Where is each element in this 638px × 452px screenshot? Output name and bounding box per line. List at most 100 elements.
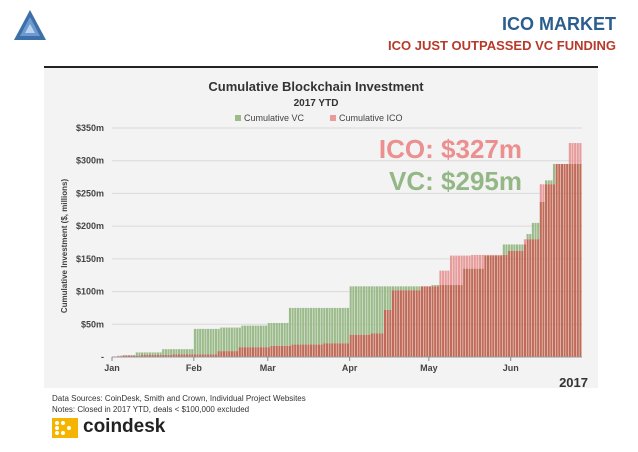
series-top-bar [125,355,128,356]
series-top-bar [201,328,204,355]
series-top-bar [405,286,408,291]
overlap-bar [148,355,152,357]
overlap-bar [156,355,159,357]
overlap-bar [325,343,328,357]
series-top-bar [368,286,371,335]
overlap-bar [222,351,226,357]
overlap-bar [275,345,278,357]
series-top-bar [151,352,154,356]
overlap-bar [381,333,384,357]
y-tick-label: $250m [76,188,104,198]
overlap-bar [571,163,574,357]
overlap-bar [241,347,244,357]
overlap-bar [312,344,315,357]
overlap-bar [368,334,371,357]
x-tick-label: Mar [260,363,277,373]
series-top-bar [246,325,249,348]
x-tick-label: Feb [186,363,203,373]
series-top-bar [175,349,178,355]
overlap-bar [431,286,434,357]
overlap-bar [515,251,519,357]
overlap-bar [489,255,492,357]
series-top-bar [325,307,328,344]
series-top-bar [146,352,149,356]
x-tick-label: Apr [342,363,358,373]
series-top-bar [162,349,165,356]
year-label: 2017 [559,375,588,390]
series-top-bar [397,286,400,291]
overlap-bar [307,344,310,357]
series-top-bar [473,254,476,269]
series-top-bar [133,355,136,356]
overlap-bar [463,268,466,357]
overlap-bar [159,355,162,357]
series-top-bar [188,349,191,355]
overlap-bar [302,344,305,357]
overlap-bar [183,354,186,357]
series-top-bar [531,222,534,240]
overlap-bar [251,347,255,357]
overlap-bar [286,345,289,357]
series-top-bar [183,349,186,355]
overlap-bar [151,355,154,357]
legend-vc-swatch [235,115,241,121]
series-top-bar [576,143,579,164]
overlap-bar [175,354,178,357]
overlap-bar [178,354,181,357]
series-top-bar [217,328,220,352]
overlap-bar [534,239,537,357]
series-top-bar [291,307,294,345]
chart-subtitle: 2017 YTD [294,98,339,109]
series-top-bar [323,307,326,344]
series-top-bar [463,255,466,269]
overlap-bar [296,344,299,357]
series-top-bar [357,286,360,335]
series-top-bar [228,327,231,352]
page-subtitle: ICO JUST OUTPASSED VC FUNDING [387,38,616,53]
overlap-bar [465,268,468,357]
series-top-bar [370,286,373,334]
series-top-bar [339,307,342,344]
series-top-bar [236,327,239,352]
series-top-bar [212,328,215,355]
series-top-bar [288,307,292,346]
series-top-bar [518,244,521,252]
overlap-bar [439,285,442,357]
overlap-bar [473,268,476,357]
series-top-bar [328,307,331,344]
series-top-bar [360,286,363,335]
overlap-bar [518,251,521,357]
series-top-bar [254,325,257,348]
overlap-bar [373,333,376,357]
series-top-bar [515,244,519,252]
series-top-bar [500,254,503,256]
overlap-bar [362,334,365,357]
series-top-bar [521,244,524,252]
overlap-bar [344,343,347,357]
series-top-bar [286,322,289,346]
overlap-bar [505,254,508,357]
overlap-bar [349,334,352,357]
series-top-bar [341,307,344,344]
series-top-bar [460,255,463,286]
series-top-bar [251,325,255,348]
overlap-bar [257,347,260,357]
overlap-bar [502,254,505,357]
overlap-bar [299,344,302,357]
overlap-bar [135,355,138,357]
series-top-bar [362,286,365,335]
series-top-bar [579,143,582,164]
series-top-bar [386,286,389,310]
overlap-bar [185,354,189,357]
series-top-bar [399,286,402,291]
overlap-bar [550,184,553,357]
series-top-bar [391,286,394,291]
overlap-bar [339,343,342,357]
overlap-bar [452,285,455,357]
overlap-bar [262,347,265,357]
series-top-bar [204,328,207,355]
overlap-bar [442,285,445,357]
overlap-bar [249,347,252,357]
overlap-bar [230,351,233,357]
x-tick-label: May [420,363,438,373]
